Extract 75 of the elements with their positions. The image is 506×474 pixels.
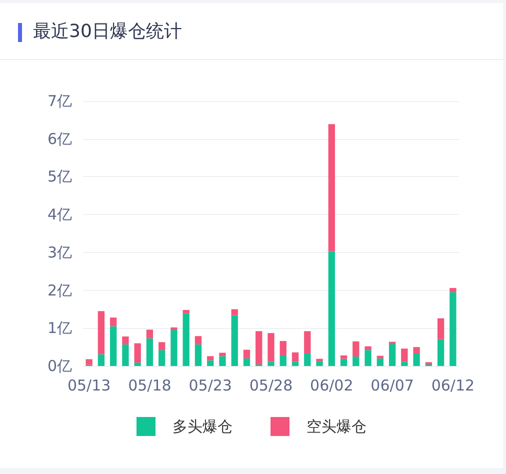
bar — [280, 355, 286, 366]
bar — [413, 347, 420, 354]
bar — [219, 352, 226, 356]
y-tick-label: 7亿 — [47, 92, 72, 110]
bar — [292, 352, 299, 362]
bar — [340, 358, 348, 366]
bar — [219, 356, 226, 366]
bar — [280, 341, 286, 356]
bar — [98, 311, 105, 354]
chart-title: 最近30日爆仓统计 — [33, 20, 182, 44]
bar — [304, 354, 311, 366]
bar — [243, 358, 250, 366]
bar — [146, 330, 154, 338]
y-tick-label: 2亿 — [47, 281, 72, 300]
bar — [292, 362, 299, 366]
bar — [352, 356, 360, 366]
y-tick-label: 6亿 — [47, 130, 72, 148]
bar — [256, 331, 262, 364]
bar — [340, 355, 348, 359]
x-tick-label: 05/28 — [249, 376, 293, 394]
bar — [122, 344, 129, 366]
bar — [376, 356, 384, 358]
bar — [98, 354, 105, 366]
bar — [450, 292, 456, 366]
bar — [328, 251, 335, 366]
bar — [231, 309, 238, 316]
legend-label: 空头爆仓 — [306, 418, 366, 436]
bar — [170, 330, 178, 366]
bar — [316, 358, 323, 362]
x-tick-label: 06/12 — [431, 376, 475, 394]
bar — [182, 310, 190, 314]
legend-label: 多头爆仓 — [172, 418, 232, 436]
bar — [388, 344, 396, 366]
bar — [401, 348, 408, 362]
bar — [437, 339, 444, 366]
bar — [401, 362, 408, 366]
x-tick-label: 06/07 — [370, 376, 414, 394]
bar — [146, 338, 154, 366]
x-tick-label: 05/13 — [67, 376, 111, 394]
bar — [182, 313, 190, 366]
y-tick-label: 1亿 — [47, 319, 72, 338]
bar — [158, 342, 166, 350]
bar — [328, 124, 335, 252]
x-tick-label: 06/02 — [310, 376, 354, 394]
bar — [304, 331, 311, 354]
y-tick-label: 5亿 — [47, 168, 72, 186]
bar — [364, 346, 372, 350]
bar — [158, 350, 166, 366]
bar — [86, 359, 92, 365]
bar — [364, 350, 372, 366]
bar — [413, 354, 420, 366]
bar — [268, 362, 274, 366]
bar — [134, 343, 141, 363]
bar — [194, 336, 202, 344]
bar — [376, 358, 384, 366]
bar — [437, 318, 444, 340]
bar — [110, 318, 117, 326]
bar — [207, 356, 214, 360]
bar — [122, 336, 129, 344]
y-tick-label: 4亿 — [47, 206, 72, 224]
bar — [207, 360, 214, 366]
bar — [450, 288, 456, 292]
bar — [170, 327, 178, 330]
bar — [243, 350, 250, 358]
y-tick-label: 3亿 — [47, 243, 72, 262]
y-tick-label: 0亿 — [47, 357, 72, 375]
bar — [316, 361, 323, 366]
bar — [194, 344, 202, 366]
bar — [352, 341, 360, 357]
bar — [134, 362, 141, 366]
bar — [231, 315, 238, 366]
x-tick-label: 05/18 — [128, 376, 172, 394]
x-tick-label: 05/23 — [188, 376, 232, 394]
bar — [268, 333, 274, 362]
bar — [110, 326, 117, 366]
